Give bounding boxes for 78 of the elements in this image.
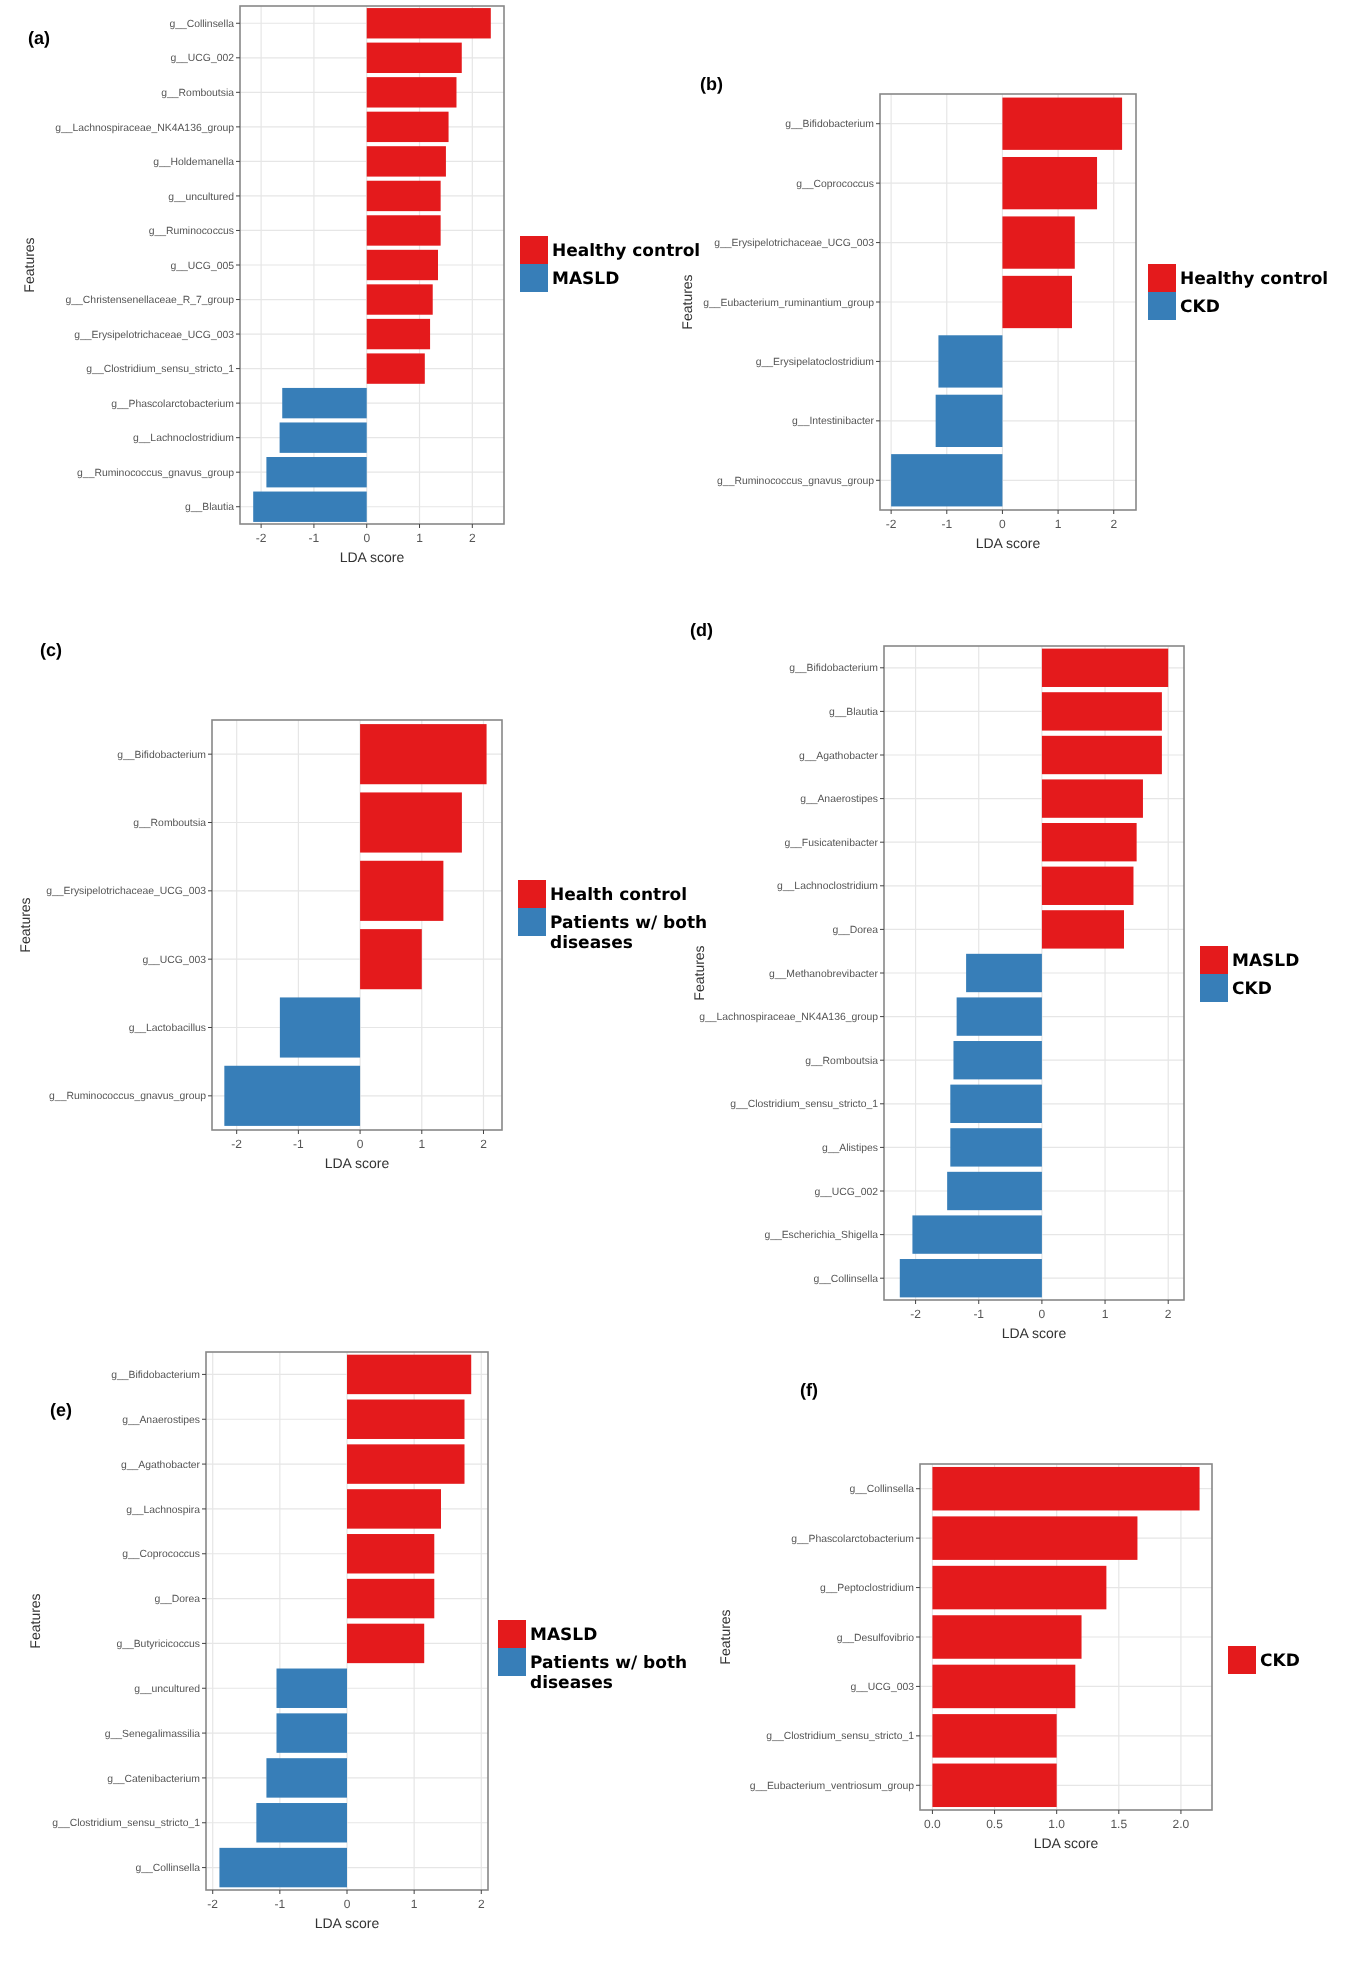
- bar: [1041, 779, 1143, 818]
- bar: [938, 335, 1003, 388]
- bar: [219, 1847, 347, 1888]
- bar: [935, 394, 1003, 448]
- bar: [347, 1444, 465, 1484]
- bar: [347, 1354, 472, 1395]
- bar: [966, 953, 1042, 993]
- chart-title: (f): [800, 1380, 818, 1400]
- bar: [360, 860, 444, 921]
- bar: [347, 1578, 435, 1619]
- bar: [366, 318, 431, 350]
- text: (b): [700, 74, 723, 94]
- bar: [1041, 866, 1134, 905]
- bar: [947, 1171, 1042, 1211]
- text: (e): [50, 1400, 72, 1420]
- bar: [366, 77, 457, 108]
- bar: [360, 724, 487, 785]
- bar: [899, 1259, 1042, 1298]
- bar: [366, 249, 438, 281]
- bar: [932, 1615, 1082, 1659]
- legend-label: CKD: [1232, 980, 1272, 1000]
- bar: [956, 997, 1042, 1036]
- bar: [1002, 156, 1098, 210]
- bar: [950, 1128, 1042, 1167]
- legend-label: CKD: [1180, 298, 1220, 318]
- legend-label: CKD: [1260, 1652, 1300, 1672]
- bar: [347, 1399, 465, 1439]
- bar: [932, 1714, 1057, 1758]
- legend-label: Patients w/ both diseases: [530, 1654, 688, 1694]
- bar: [253, 491, 367, 522]
- bar: [266, 1758, 347, 1798]
- bar: [276, 1713, 347, 1753]
- legend-label: Healthy control: [1180, 270, 1329, 290]
- bar: [953, 1041, 1042, 1080]
- bar: [347, 1489, 441, 1529]
- bar: [1041, 648, 1169, 687]
- bar: [1002, 97, 1123, 150]
- bar: [932, 1763, 1057, 1808]
- bar: [366, 111, 449, 143]
- bar: [366, 146, 446, 177]
- bar: [224, 1065, 361, 1126]
- bar: [347, 1623, 425, 1664]
- text: (d): [690, 620, 713, 640]
- bar: [266, 457, 367, 488]
- bar: [912, 1215, 1042, 1254]
- bar: [932, 1664, 1076, 1709]
- bar: [1041, 735, 1162, 775]
- bar: [366, 180, 441, 212]
- bar: [347, 1534, 435, 1574]
- bar: [1002, 216, 1075, 269]
- bar: [366, 42, 462, 73]
- bar: [1002, 275, 1072, 329]
- legend-label: MASLD: [530, 1626, 598, 1646]
- bar: [276, 1668, 347, 1708]
- text: (c): [40, 640, 62, 660]
- bar: [1041, 823, 1137, 862]
- bar: [279, 997, 361, 1058]
- bar: [932, 1516, 1138, 1560]
- bar: [891, 454, 1003, 507]
- bar: [1041, 910, 1124, 949]
- legend-label: MASLD: [1232, 952, 1300, 972]
- text: (a): [28, 28, 50, 48]
- bar: [932, 1466, 1200, 1511]
- legend-label: MASLD: [552, 270, 620, 290]
- bar: [282, 387, 367, 419]
- bar: [1041, 692, 1162, 731]
- legend-label: Healthy control: [552, 242, 701, 262]
- bar: [932, 1565, 1107, 1610]
- legend-label: Health control: [550, 886, 688, 906]
- bar: [366, 353, 425, 384]
- bar: [366, 8, 491, 39]
- bar: [950, 1084, 1042, 1123]
- bar: [366, 284, 433, 315]
- bar: [366, 215, 441, 246]
- bar: [360, 792, 462, 853]
- bar: [279, 422, 367, 453]
- bar: [256, 1803, 347, 1843]
- bar: [360, 929, 422, 990]
